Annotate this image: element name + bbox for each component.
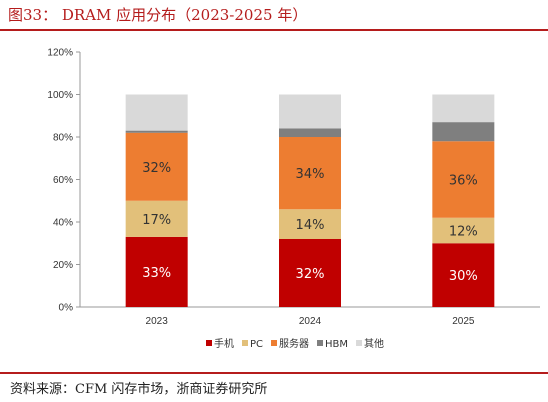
y-tick-label: 40% bbox=[53, 218, 73, 229]
bar-segment-4-1 bbox=[279, 94, 341, 129]
legend-label: HBM bbox=[325, 339, 348, 350]
bar-segment-4-0 bbox=[125, 94, 188, 131]
bar-segment-0-1 bbox=[279, 239, 341, 307]
bar-segment-2-0 bbox=[125, 132, 188, 201]
y-tick-label: 80% bbox=[53, 133, 73, 144]
bar-segment-1-0 bbox=[125, 200, 188, 237]
bar-segment-3-1 bbox=[279, 128, 341, 137]
y-tick-label: 120% bbox=[47, 48, 73, 59]
bar-segment-0-2 bbox=[432, 243, 495, 307]
bar-data-label: 32% bbox=[142, 161, 171, 176]
bar-data-label: 32% bbox=[296, 267, 325, 282]
bar-segment-3-0 bbox=[125, 130, 188, 133]
bar-segment-2-1 bbox=[279, 137, 341, 210]
bar-segment-2-2 bbox=[432, 141, 495, 218]
bar-data-label: 12% bbox=[449, 225, 478, 240]
source-note: 资料来源：CFM 闪存市场，浙商证券研究所 bbox=[10, 382, 268, 397]
bar-data-label: 17% bbox=[142, 213, 171, 228]
source-divider bbox=[0, 372, 548, 374]
bar-segment-1-2 bbox=[432, 217, 495, 244]
legend-label: 手机 bbox=[214, 337, 234, 350]
legend-swatch bbox=[317, 340, 324, 346]
bar-segment-3-2 bbox=[432, 122, 495, 142]
y-tick-label: 100% bbox=[47, 90, 73, 101]
bar-data-label: 34% bbox=[296, 167, 325, 182]
bar-data-label: 14% bbox=[296, 218, 325, 233]
y-tick-label: 60% bbox=[53, 175, 73, 186]
title-divider bbox=[0, 29, 548, 31]
x-tick-label: 2024 bbox=[299, 316, 322, 327]
bar-segment-4-2 bbox=[432, 94, 495, 123]
legend-swatch bbox=[242, 340, 248, 346]
legend-label: 其他 bbox=[364, 337, 384, 350]
bar-segment-1-1 bbox=[279, 209, 341, 239]
legend-swatch bbox=[206, 340, 212, 346]
legend-swatch bbox=[356, 340, 363, 346]
y-tick-label: 0% bbox=[59, 303, 74, 314]
figure-title: 图33： DRAM 应用分布（2023-2025 年） bbox=[8, 6, 308, 24]
bar-data-label: 36% bbox=[449, 174, 478, 189]
legend-swatch bbox=[271, 340, 278, 346]
legend-label: PC bbox=[250, 339, 263, 350]
stacked-bar-chart: 0% 20% 40% 60% 80% 100% 120% 33% 17% 32% 2023 32% 14… bbox=[47, 48, 540, 350]
x-tick-label: 2023 bbox=[146, 316, 169, 327]
bar-data-label: 30% bbox=[449, 269, 478, 284]
legend-label: 服务器 bbox=[279, 337, 309, 350]
x-tick-label: 2025 bbox=[452, 316, 475, 327]
bar-segment-0-0 bbox=[125, 236, 188, 307]
bar-data-label: 33% bbox=[142, 266, 171, 281]
y-tick-label: 20% bbox=[53, 260, 73, 271]
